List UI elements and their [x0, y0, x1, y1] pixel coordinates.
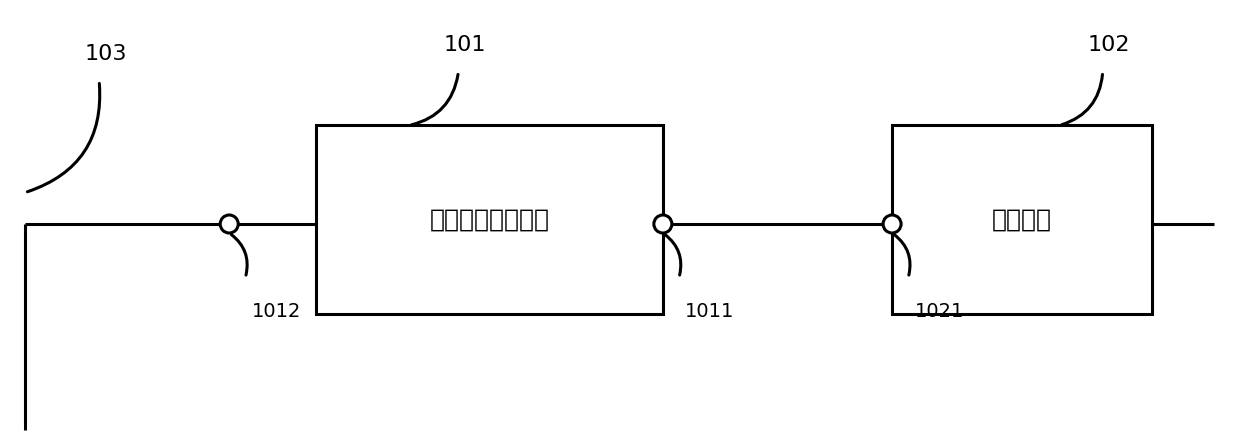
Text: 开关单元: 开关单元: [992, 207, 1052, 232]
Text: 101: 101: [444, 35, 486, 55]
Text: 1021: 1021: [914, 302, 964, 321]
Text: 1011: 1011: [685, 302, 735, 321]
Text: 102: 102: [1088, 35, 1130, 55]
Ellipse shape: [654, 215, 672, 233]
Text: 103: 103: [84, 44, 126, 64]
Ellipse shape: [221, 215, 238, 233]
Text: 控制信号输出单元: 控制信号输出单元: [430, 207, 549, 232]
Text: 1012: 1012: [252, 302, 301, 321]
Ellipse shape: [883, 215, 901, 233]
Bar: [316, 125, 663, 314]
Bar: [892, 125, 1152, 314]
